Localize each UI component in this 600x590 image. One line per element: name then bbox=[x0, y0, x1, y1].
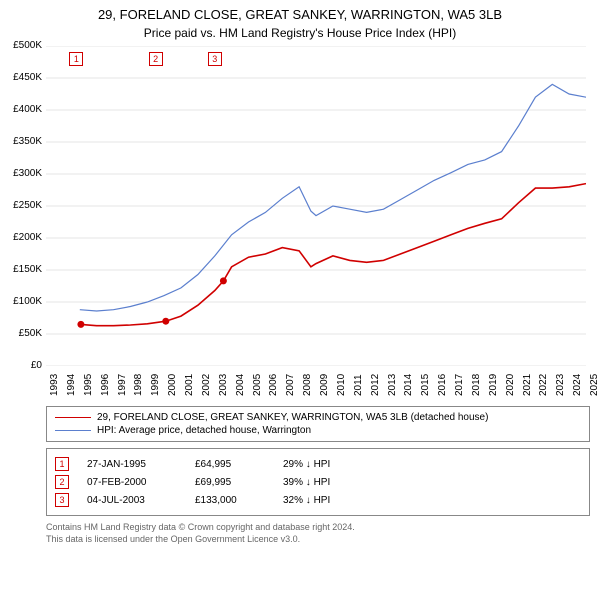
plot-svg bbox=[46, 46, 586, 366]
legend-label: HPI: Average price, detached house, Warr… bbox=[97, 425, 311, 436]
x-tick-label: 1997 bbox=[117, 374, 128, 396]
x-tick-label: 1994 bbox=[66, 374, 77, 396]
legend-item: HPI: Average price, detached house, Warr… bbox=[55, 424, 581, 437]
datapoint-price: £69,995 bbox=[195, 477, 265, 488]
chart-subtitle: Price paid vs. HM Land Registry's House … bbox=[0, 26, 600, 46]
x-tick-label: 2017 bbox=[454, 374, 465, 396]
x-tick-label: 1993 bbox=[49, 374, 60, 396]
data-marker bbox=[220, 278, 227, 285]
x-tick-label: 2006 bbox=[268, 374, 279, 396]
x-tick-label: 2020 bbox=[505, 374, 516, 396]
series-property bbox=[81, 184, 586, 326]
chart-title: 29, FORELAND CLOSE, GREAT SANKEY, WARRIN… bbox=[0, 0, 600, 26]
series-hpi bbox=[80, 85, 586, 312]
x-axis: 1993 1994 1995 1996 1997 1998 1999 2000 2001 2002… bbox=[46, 366, 586, 400]
x-tick-label: 2011 bbox=[353, 375, 364, 397]
datapoint-date: 07-FEB-2000 bbox=[87, 477, 177, 488]
datapoints-table: 1 27-JAN-1995 £64,995 29% ↓ HPI 2 07-FEB-2000… bbox=[46, 448, 590, 516]
datapoint-price: £133,000 bbox=[195, 495, 265, 506]
x-tick-label: 1998 bbox=[133, 374, 144, 396]
datapoint-price: £64,995 bbox=[195, 459, 265, 470]
datapoint-delta: 39% ↓ HPI bbox=[283, 477, 330, 488]
x-tick-label: 2021 bbox=[522, 374, 533, 396]
x-tick-label: 2015 bbox=[420, 374, 431, 396]
x-tick-label: 1995 bbox=[83, 374, 94, 396]
datapoint-date: 04-JUL-2003 bbox=[87, 495, 177, 506]
x-tick-label: 2000 bbox=[167, 374, 178, 396]
datapoint-num-icon: 1 bbox=[55, 457, 69, 471]
footnote: Contains HM Land Registry data © Crown c… bbox=[0, 516, 600, 545]
legend: 29, FORELAND CLOSE, GREAT SANKEY, WARRIN… bbox=[46, 406, 590, 442]
marker-box-3: 3 bbox=[208, 52, 222, 66]
x-tick-label: 2016 bbox=[437, 374, 448, 396]
x-tick-label: 2008 bbox=[302, 374, 313, 396]
data-marker bbox=[77, 321, 84, 328]
datapoint-delta: 29% ↓ HPI bbox=[283, 459, 330, 470]
marker-box-1: 1 bbox=[69, 52, 83, 66]
chart-area: £500K£450K£400K£350K£300K£250K£200K£150K… bbox=[0, 46, 600, 400]
datapoint-row: 1 27-JAN-1995 £64,995 29% ↓ HPI bbox=[55, 455, 581, 473]
datapoint-num-icon: 3 bbox=[55, 493, 69, 507]
x-tick-label: 2007 bbox=[285, 374, 296, 396]
x-tick-label: 2001 bbox=[184, 374, 195, 396]
x-tick-label: 2023 bbox=[555, 374, 566, 396]
x-tick-label: 2013 bbox=[387, 374, 398, 396]
data-marker bbox=[162, 318, 169, 325]
y-axis: £500K£450K£400K£350K£300K£250K£200K£150K… bbox=[0, 46, 46, 366]
legend-item: 29, FORELAND CLOSE, GREAT SANKEY, WARRIN… bbox=[55, 411, 581, 424]
x-tick-label: 2014 bbox=[403, 374, 414, 396]
x-tick-label: 1999 bbox=[150, 374, 161, 396]
x-tick-label: 2025 bbox=[589, 374, 600, 396]
x-tick-label: 2024 bbox=[572, 374, 583, 396]
x-tick-label: 1996 bbox=[100, 374, 111, 396]
x-tick-label: 2012 bbox=[370, 374, 381, 396]
x-tick-label: 2010 bbox=[336, 374, 347, 396]
datapoint-row: 3 04-JUL-2003 £133,000 32% ↓ HPI bbox=[55, 491, 581, 509]
datapoint-date: 27-JAN-1995 bbox=[87, 459, 177, 470]
footnote-line-2: This data is licensed under the Open Gov… bbox=[46, 534, 590, 546]
x-tick-label: 2009 bbox=[319, 374, 330, 396]
marker-box-2: 2 bbox=[149, 52, 163, 66]
x-tick-label: 2019 bbox=[488, 374, 499, 396]
datapoint-row: 2 07-FEB-2000 £69,995 39% ↓ HPI bbox=[55, 473, 581, 491]
x-tick-label: 2022 bbox=[538, 374, 549, 396]
footnote-line-1: Contains HM Land Registry data © Crown c… bbox=[46, 522, 590, 534]
x-tick-label: 2004 bbox=[235, 374, 246, 396]
legend-line-icon bbox=[55, 417, 91, 418]
legend-line-icon bbox=[55, 430, 91, 431]
x-tick-label: 2005 bbox=[252, 374, 263, 396]
x-tick-label: 2018 bbox=[471, 374, 482, 396]
x-tick-label: 2003 bbox=[218, 374, 229, 396]
legend-label: 29, FORELAND CLOSE, GREAT SANKEY, WARRIN… bbox=[97, 412, 488, 423]
datapoint-delta: 32% ↓ HPI bbox=[283, 495, 330, 506]
x-tick-label: 2002 bbox=[201, 374, 212, 396]
datapoint-num-icon: 2 bbox=[55, 475, 69, 489]
